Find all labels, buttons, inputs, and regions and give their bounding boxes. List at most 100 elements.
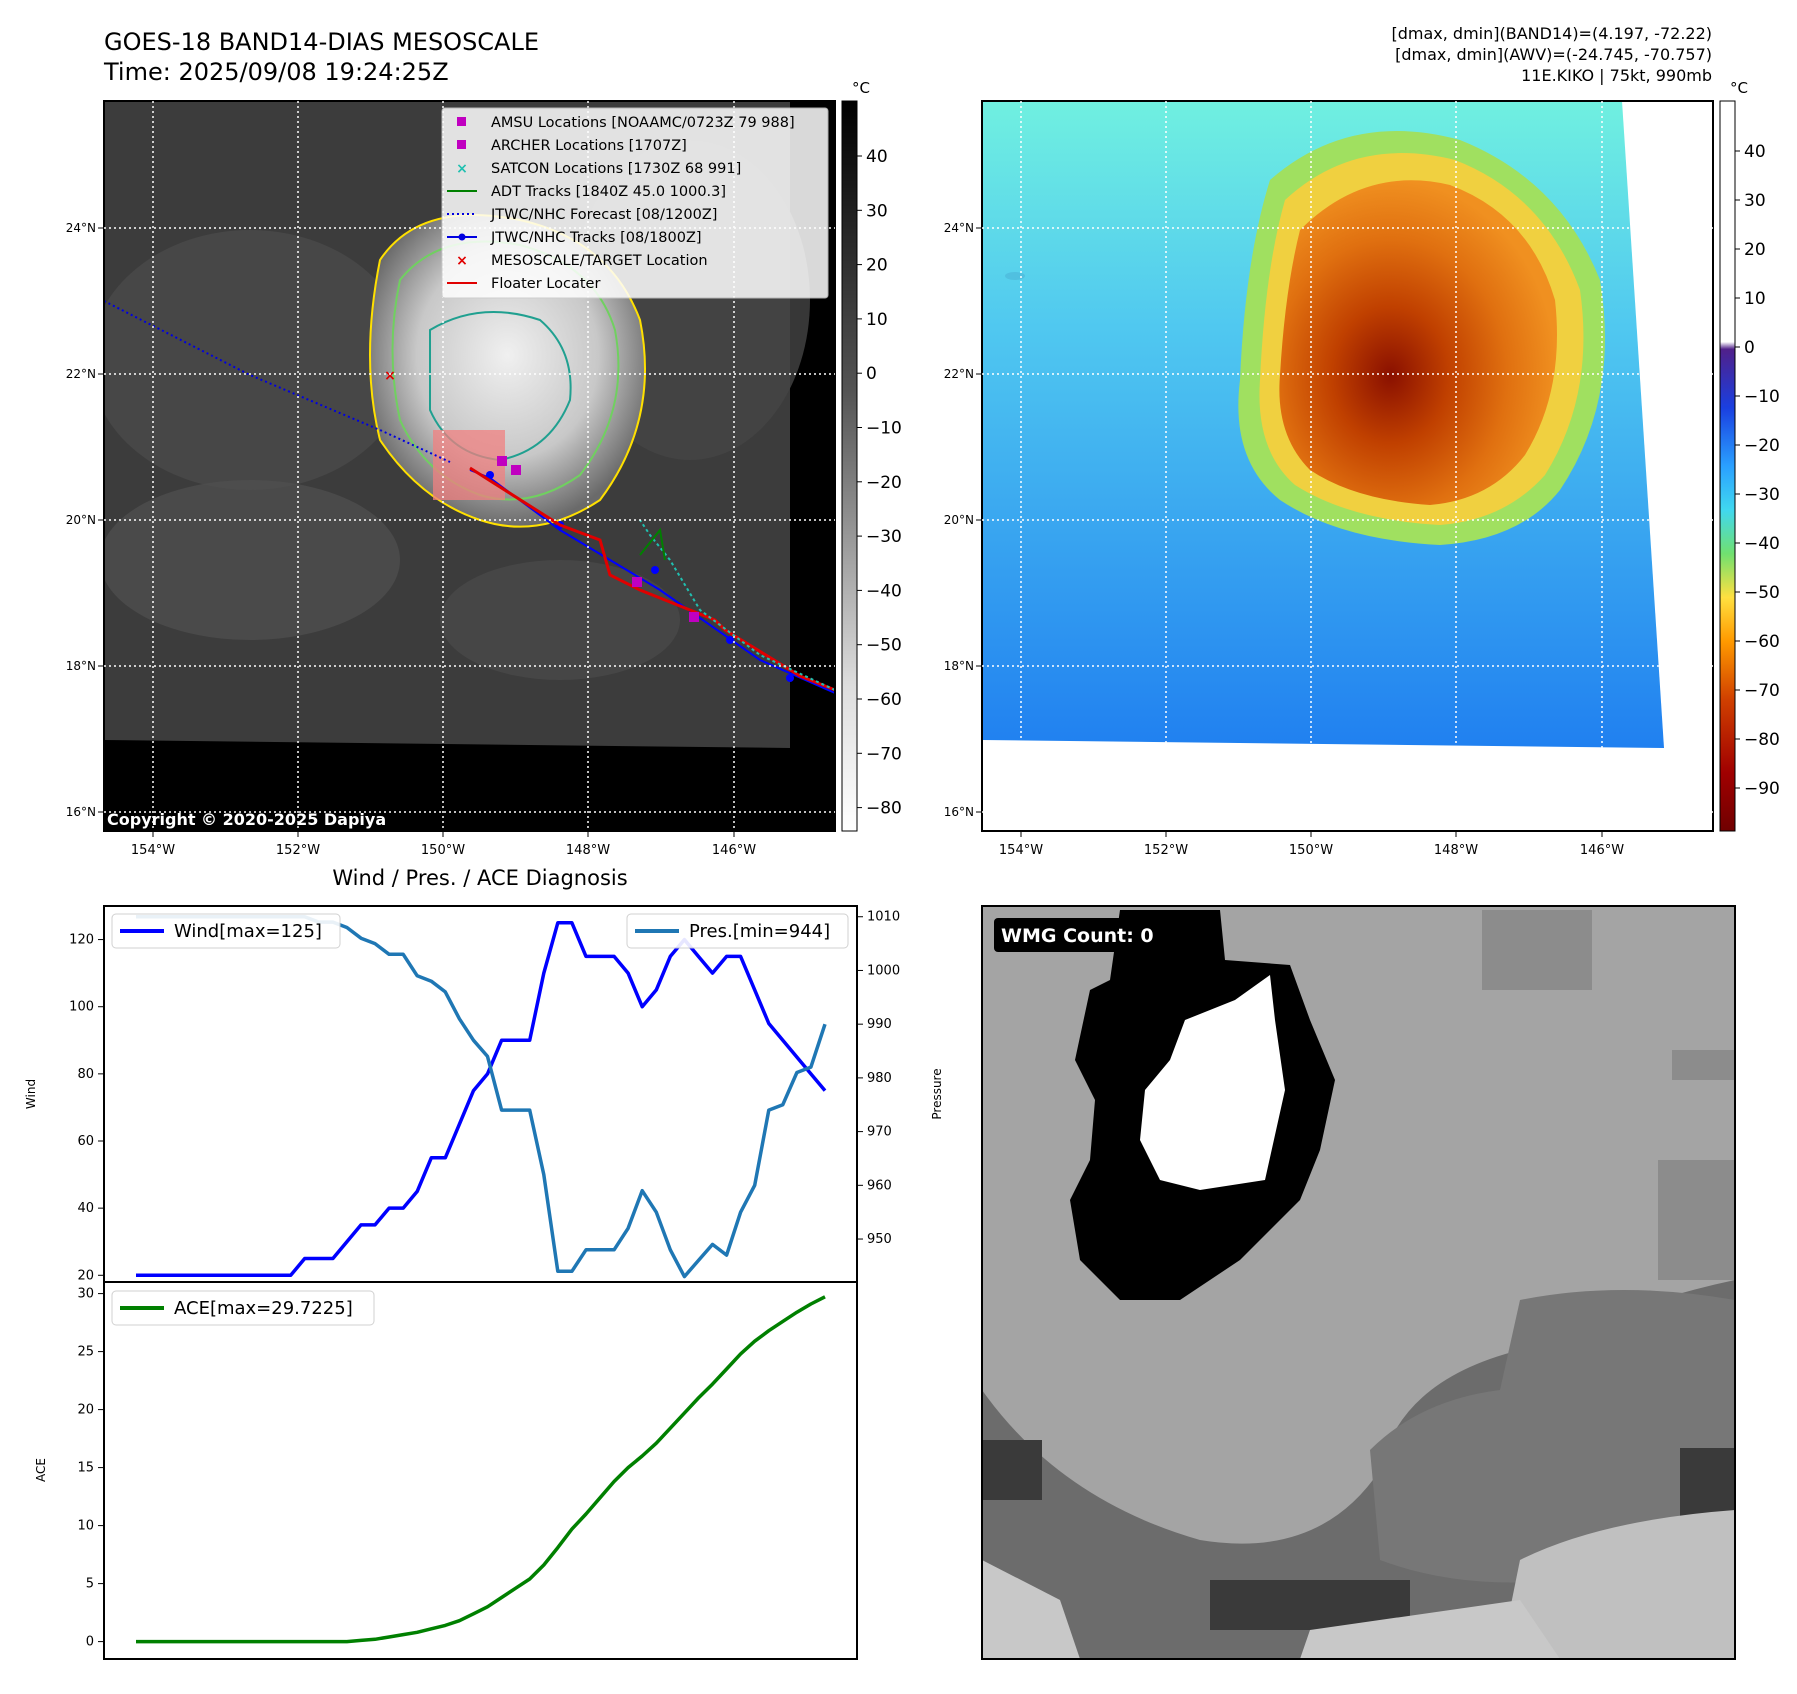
ir-map-overlays: × xyxy=(103,300,836,694)
y-right-tick-label: 1000 xyxy=(867,963,900,978)
y-tick-label: 10 xyxy=(77,1519,94,1534)
lon-tick-label: 154°W xyxy=(131,843,175,858)
colorbar-tick-label: −30 xyxy=(1744,485,1780,505)
legend-entry-label: JTWC/NHC Forecast [08/1200Z] xyxy=(490,207,717,223)
best-track-point xyxy=(486,471,494,479)
legend-marker-x: × xyxy=(456,161,468,177)
colorbar-tick-label: −40 xyxy=(866,581,902,601)
y-tick-label: 80 xyxy=(77,1067,94,1082)
colorbar-tick-label: 30 xyxy=(1744,191,1766,211)
ace-axis-label: ACE xyxy=(34,1458,48,1482)
colorbar-tick-label: 0 xyxy=(866,364,877,384)
awv-colorbar: °C 40 30 20 10 0 −10 −20 −30 −40 −50 −60 −70 −80 −90 xyxy=(1719,79,1780,832)
awv-colorbar-unit: °C xyxy=(1730,79,1748,97)
ace-chart: 0 5 10 15 20 25 30 ACE[max=29.7225] ACE xyxy=(34,1281,858,1660)
info-awv-range: [dmax, dmin](AWV)=(-24.745, -70.757) xyxy=(1395,45,1712,64)
legend-entry-label: SATCON Locations [1730Z 68 991] xyxy=(491,161,741,177)
colorbar-tick-label: −10 xyxy=(866,419,902,439)
amsu-archer-marker xyxy=(511,465,521,475)
y-tick-label: 40 xyxy=(77,1201,94,1216)
floater-track-line xyxy=(469,466,836,692)
colorbar-tick-label: 30 xyxy=(866,201,888,221)
y-tick-label: 0 xyxy=(86,1635,94,1650)
map-legend: AMSU Locations [NOAAMC/0723Z 79 988] ARCH… xyxy=(441,107,829,299)
lon-tick-label: 154°W xyxy=(999,843,1043,858)
awv-map-gridlines xyxy=(982,101,1713,831)
colorbar-tick-label: −90 xyxy=(1744,779,1780,799)
ir-colorbar: °C 40 30 20 10 0 −10 −20 −30 −40 −50 −60 −70 −80 xyxy=(841,79,902,832)
lon-tick-label: 146°W xyxy=(1580,843,1624,858)
y-right-tick-label: 990 xyxy=(867,1017,892,1032)
copyright-notice: Copyright © 2020-2025 Dapiya xyxy=(107,810,386,829)
legend-marker-square xyxy=(457,117,466,126)
best-track-point xyxy=(786,674,794,682)
lon-tick-label: 148°W xyxy=(1434,843,1478,858)
wind-pressure-chart: 20 40 60 80 100 120 950 960 970 980 990 1000 1010 Win… xyxy=(24,905,944,1283)
colorbar-tick-label: −80 xyxy=(866,799,902,819)
y-tick-label: 30 xyxy=(77,1287,94,1302)
colorbar-tick-label: −60 xyxy=(866,690,902,710)
wmg-frame xyxy=(981,905,1736,1660)
colorbar-tick-label: −80 xyxy=(1744,730,1780,750)
forecast-track-line xyxy=(103,300,451,463)
legend-entry-label: JTWC/NHC Tracks [08/1800Z] xyxy=(490,230,702,246)
series-line xyxy=(136,921,827,1278)
y-tick-label: 20 xyxy=(77,1268,94,1283)
legend-label: ACE[max=29.7225] xyxy=(174,1298,353,1319)
legend-box xyxy=(111,1290,375,1326)
lat-tick-label: 16°N xyxy=(66,805,96,819)
y-right-tick-label: 980 xyxy=(867,1071,892,1086)
best-track-point xyxy=(651,566,659,574)
satcon-track-line xyxy=(639,519,836,691)
pressure-axis-label: Pressure xyxy=(930,1068,944,1119)
series-line xyxy=(136,1295,826,1644)
colorbar-tick-label: −70 xyxy=(866,744,902,764)
colorbar-tick-label: 10 xyxy=(1744,289,1766,309)
legend-label: Pres.[min=944] xyxy=(689,921,830,942)
target-marker: × xyxy=(384,368,396,384)
figure-time: Time: 2025/09/08 19:24:25Z xyxy=(103,58,449,86)
amsu-archer-marker xyxy=(689,612,699,622)
lat-tick-label: 22°N xyxy=(944,367,974,381)
lat-tick-label: 16°N xyxy=(944,805,974,819)
lon-tick-label: 152°W xyxy=(276,843,320,858)
awv-map-image xyxy=(982,101,1713,831)
figure-title: GOES-18 BAND14-DIAS MESOSCALE xyxy=(104,28,539,56)
lon-tick-label: 152°W xyxy=(1144,843,1188,858)
colorbar-tick-label: −10 xyxy=(1744,387,1780,407)
y-tick-label: 25 xyxy=(77,1345,94,1360)
colorbar-tick-label: 40 xyxy=(1744,142,1766,162)
y-right-tick-label: 1010 xyxy=(867,910,900,925)
y-right-tick-label: 970 xyxy=(867,1125,892,1140)
lon-tick-label: 150°W xyxy=(1289,843,1333,858)
lon-tick-label: 150°W xyxy=(421,843,465,858)
ir-colorbar-unit: °C xyxy=(852,79,870,97)
colorbar-tick-label: 10 xyxy=(866,310,888,330)
lat-tick-label: 24°N xyxy=(66,221,96,235)
legend-entry-label: ADT Tracks [1840Z 45.0 1000.3] xyxy=(491,184,726,200)
legend-marker-square xyxy=(457,140,466,149)
colorbar-tick-label: 0 xyxy=(1744,338,1755,358)
colorbar-tick-label: 20 xyxy=(866,256,888,276)
lat-tick-label: 22°N xyxy=(66,367,96,381)
adt-track-line xyxy=(639,527,666,561)
colorbar-tick-label: −50 xyxy=(866,636,902,656)
y-right-tick-label: 960 xyxy=(867,1178,892,1193)
colorbar-tick-label: −20 xyxy=(866,473,902,493)
ir-map-frame xyxy=(103,100,836,832)
lat-tick-label: 20°N xyxy=(944,513,974,527)
best-track-point xyxy=(726,636,734,644)
colorbar-tick-label: −50 xyxy=(1744,583,1780,603)
colorbar-tick-label: −30 xyxy=(866,527,902,547)
amsu-archer-marker xyxy=(497,456,507,466)
awv-map-axes: 24°N 22°N 20°N 18°N 16°N 154°W 152°W 150°W 148°W… xyxy=(944,221,1624,858)
legend-marker-x: × xyxy=(456,253,468,269)
wmg-count-label: WMG Count: 0 xyxy=(1001,925,1154,947)
legend-entry-label: MESOSCALE/TARGET Location xyxy=(491,253,708,269)
legend-marker-dot xyxy=(458,233,466,241)
legend-entry-label: Floater Locater xyxy=(491,276,600,292)
lat-tick-label: 18°N xyxy=(66,659,96,673)
amsu-archer-marker xyxy=(632,577,642,587)
